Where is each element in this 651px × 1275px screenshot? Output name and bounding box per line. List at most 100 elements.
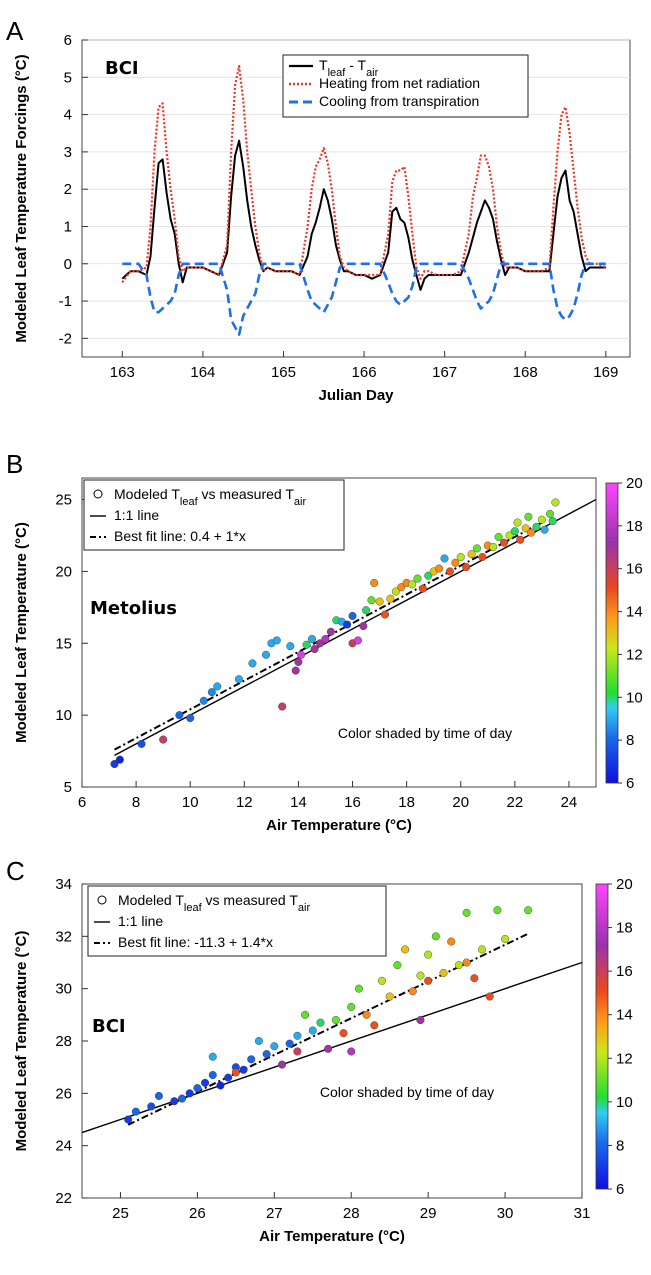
data-point bbox=[380, 610, 389, 619]
data-point bbox=[208, 1052, 217, 1061]
data-point bbox=[110, 760, 119, 769]
data-point bbox=[532, 522, 541, 531]
data-point bbox=[286, 642, 295, 651]
data-point bbox=[316, 639, 325, 648]
y-tick-label: 5 bbox=[64, 69, 72, 86]
data-point bbox=[261, 650, 270, 659]
colorbar-tick-label: 10 bbox=[626, 689, 643, 706]
annotation-text: Color shaded by time of day bbox=[320, 1084, 494, 1100]
y-tick-label: 28 bbox=[55, 1033, 72, 1050]
data-point bbox=[431, 932, 440, 941]
panel-letter: C bbox=[6, 856, 25, 886]
one-to-one-line bbox=[114, 498, 597, 756]
data-point bbox=[354, 984, 363, 993]
data-point bbox=[297, 650, 306, 659]
data-point bbox=[472, 544, 481, 553]
y-tick-label: 30 bbox=[55, 981, 72, 998]
data-point bbox=[470, 974, 479, 983]
x-tick-label: 29 bbox=[420, 1205, 437, 1222]
x-tick-label: 165 bbox=[271, 364, 296, 381]
y-axis-label: Modeled Leaf Temperature (°C) bbox=[13, 931, 30, 1152]
x-tick-label: 164 bbox=[190, 364, 215, 381]
data-point bbox=[348, 611, 357, 620]
data-point bbox=[397, 583, 406, 592]
data-point bbox=[378, 976, 387, 985]
data-point bbox=[278, 702, 287, 711]
data-point bbox=[234, 675, 243, 684]
site-label: BCI bbox=[105, 58, 139, 79]
y-tick-label: 4 bbox=[64, 107, 72, 124]
data-point bbox=[501, 934, 510, 943]
data-point bbox=[124, 1115, 133, 1124]
data-point bbox=[408, 987, 417, 996]
x-tick-label: 20 bbox=[452, 794, 469, 811]
x-tick-label: 168 bbox=[513, 364, 538, 381]
data-point bbox=[478, 945, 487, 954]
x-tick-label: 14 bbox=[290, 794, 307, 811]
colorbar-tick-label: 16 bbox=[626, 561, 643, 578]
data-point bbox=[231, 1068, 240, 1077]
data-point bbox=[478, 553, 487, 562]
x-tick-label: 31 bbox=[574, 1205, 591, 1222]
data-point bbox=[416, 971, 425, 980]
data-point bbox=[170, 1097, 179, 1106]
data-point bbox=[154, 1091, 163, 1100]
data-point bbox=[537, 515, 546, 524]
colorbar-tick-label: 14 bbox=[616, 1007, 633, 1024]
data-point bbox=[294, 657, 303, 666]
x-tick-label: 167 bbox=[432, 364, 457, 381]
data-point bbox=[393, 961, 402, 970]
x-axis-label: Air Temperature (°C) bbox=[266, 817, 412, 834]
x-tick-label: 22 bbox=[506, 794, 523, 811]
data-point bbox=[247, 1055, 256, 1064]
colorbar-tick-label: 12 bbox=[616, 1050, 633, 1067]
colorbar-tick-label: 8 bbox=[626, 732, 634, 749]
x-tick-label: 16 bbox=[344, 794, 361, 811]
annotation-text: Color shaded by time of day bbox=[338, 725, 512, 741]
data-point bbox=[321, 634, 330, 643]
data-point bbox=[147, 1102, 156, 1111]
x-tick-label: 28 bbox=[343, 1205, 360, 1222]
data-point bbox=[424, 950, 433, 959]
data-point bbox=[424, 571, 433, 580]
data-point bbox=[339, 1029, 348, 1038]
x-tick-label: 10 bbox=[182, 794, 199, 811]
colorbar-tick-label: 12 bbox=[626, 646, 643, 663]
x-tick-label: 163 bbox=[110, 364, 135, 381]
colorbar-tick-label: 20 bbox=[626, 475, 643, 492]
colorbar-tick-label: 18 bbox=[626, 518, 643, 535]
data-point bbox=[254, 1036, 263, 1045]
data-point bbox=[440, 554, 449, 563]
x-tick-label: 26 bbox=[189, 1205, 206, 1222]
data-point bbox=[307, 634, 316, 643]
legend-label: 1:1 line bbox=[114, 507, 159, 523]
data-point bbox=[447, 937, 456, 946]
legend-label: Modeled Tleaf vs measured Tair bbox=[118, 892, 310, 914]
x-tick-label: 30 bbox=[497, 1205, 514, 1222]
colorbar-tick-label: 14 bbox=[626, 604, 643, 621]
data-point bbox=[456, 553, 465, 562]
x-axis-label: Air Temperature (°C) bbox=[259, 1228, 405, 1245]
data-point bbox=[367, 596, 376, 605]
data-point bbox=[177, 1094, 186, 1103]
colorbar-tick-label: 6 bbox=[626, 775, 634, 792]
data-point bbox=[418, 584, 427, 593]
data-point bbox=[510, 527, 519, 536]
data-point bbox=[353, 636, 362, 645]
data-point bbox=[308, 1026, 317, 1035]
x-tick-label: 25 bbox=[112, 1205, 129, 1222]
legend-label: Heating from net radiation bbox=[319, 75, 480, 91]
x-tick-label: 169 bbox=[593, 364, 618, 381]
data-point bbox=[285, 1039, 294, 1048]
legend-swatch bbox=[97, 895, 107, 905]
legend-label: Cooling from transpiration bbox=[319, 93, 479, 109]
data-point bbox=[272, 636, 281, 645]
data-point bbox=[500, 538, 509, 547]
x-tick-label: 6 bbox=[78, 794, 86, 811]
colorbar bbox=[595, 883, 609, 1190]
data-point bbox=[451, 558, 460, 567]
data-point bbox=[391, 587, 400, 596]
y-tick-label: -2 bbox=[59, 330, 72, 347]
colorbar bbox=[605, 482, 619, 784]
legend-box bbox=[83, 479, 345, 551]
